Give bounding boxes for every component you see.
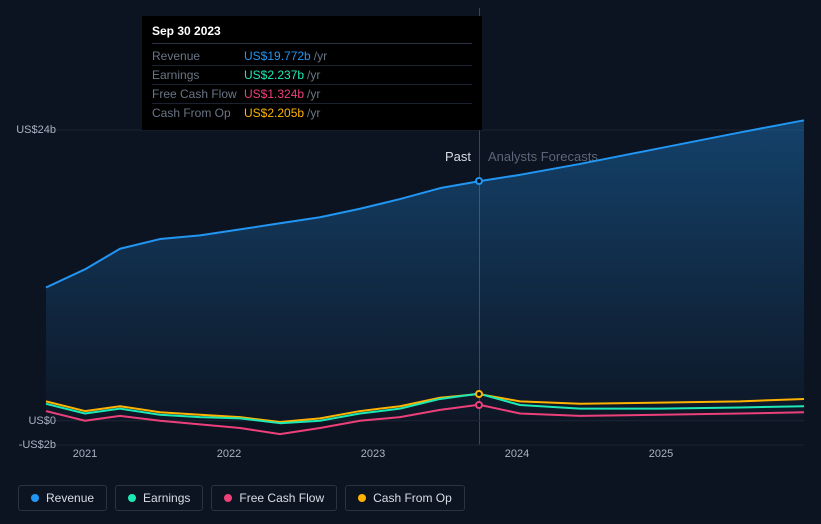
tooltip-row-value: US$2.237b <box>244 68 304 82</box>
legend-item-label: Earnings <box>143 491 190 505</box>
tooltip-row-label: Earnings <box>152 68 244 82</box>
legend-item-revenue[interactable]: Revenue <box>18 485 107 511</box>
legend-item-label: Free Cash Flow <box>239 491 324 505</box>
legend-item-label: Revenue <box>46 491 94 505</box>
x-axis-label: 2021 <box>73 448 97 460</box>
legend-item-cfo[interactable]: Cash From Op <box>345 485 465 511</box>
tooltip-row: Free Cash FlowUS$1.324b/yr <box>152 85 472 104</box>
tooltip-row-label: Revenue <box>152 49 244 63</box>
financial-chart: Past Analysts Forecasts US$24bUS$0-US$2b… <box>0 0 821 524</box>
y-axis-label: US$0 <box>28 415 56 427</box>
x-axis-label: 2023 <box>361 448 385 460</box>
legend-dot-icon <box>31 494 39 502</box>
legend-dot-icon <box>358 494 366 502</box>
tooltip-row-unit: /yr <box>307 87 320 101</box>
chart-marker <box>475 401 483 409</box>
chart-marker <box>475 177 483 185</box>
tooltip-row-label: Free Cash Flow <box>152 87 244 101</box>
x-axis-label: 2025 <box>649 448 673 460</box>
chart-marker <box>475 390 483 398</box>
legend-item-label: Cash From Op <box>373 491 452 505</box>
legend-item-fcf[interactable]: Free Cash Flow <box>211 485 337 511</box>
legend-dot-icon <box>128 494 136 502</box>
y-axis-label: -US$2b <box>19 439 56 451</box>
legend-dot-icon <box>224 494 232 502</box>
tooltip-row-value: US$19.772b <box>244 49 311 63</box>
tooltip-row-value: US$1.324b <box>244 87 304 101</box>
tooltip-row-unit: /yr <box>307 68 320 82</box>
chart-legend: Revenue Earnings Free Cash Flow Cash From O… <box>18 485 465 511</box>
tooltip-row: EarningsUS$2.237b/yr <box>152 66 472 85</box>
chart-tooltip: Sep 30 2023 RevenueUS$19.772b/yrEarnings… <box>142 16 482 130</box>
y-axis-label: US$24b <box>16 124 56 136</box>
tooltip-row-unit: /yr <box>314 49 327 63</box>
tooltip-row-unit: /yr <box>307 106 320 120</box>
tooltip-row-value: US$2.205b <box>244 106 304 120</box>
legend-item-earnings[interactable]: Earnings <box>115 485 203 511</box>
x-axis-label: 2022 <box>217 448 241 460</box>
tooltip-row: RevenueUS$19.772b/yr <box>152 47 472 66</box>
tooltip-date: Sep 30 2023 <box>152 24 472 44</box>
x-axis-label: 2024 <box>505 448 529 460</box>
tooltip-row: Cash From OpUS$2.205b/yr <box>152 104 472 122</box>
tooltip-row-label: Cash From Op <box>152 106 244 120</box>
